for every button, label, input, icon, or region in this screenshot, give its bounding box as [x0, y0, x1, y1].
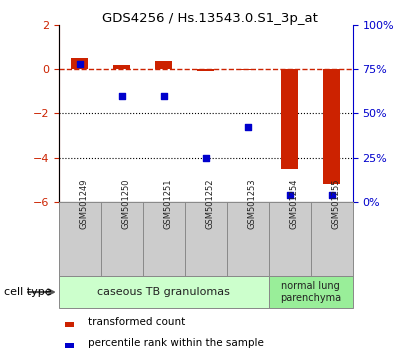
Bar: [197, 69, 214, 71]
Bar: [269, 276, 353, 308]
Text: GSM501252: GSM501252: [206, 179, 215, 229]
Text: GSM501250: GSM501250: [122, 179, 131, 229]
Point: [328, 192, 335, 198]
Bar: [323, 69, 340, 184]
Text: GDS4256 / Hs.13543.0.S1_3p_at: GDS4256 / Hs.13543.0.S1_3p_at: [102, 12, 318, 25]
Point: [202, 155, 209, 160]
Text: GSM501253: GSM501253: [248, 179, 257, 229]
Point: [76, 61, 83, 67]
Text: normal lung
parenchyma: normal lung parenchyma: [280, 281, 341, 303]
Bar: [239, 69, 256, 70]
Text: GSM501249: GSM501249: [80, 179, 89, 229]
Text: transformed count: transformed count: [88, 316, 186, 327]
Text: GSM501251: GSM501251: [164, 179, 173, 229]
Text: GSM501254: GSM501254: [290, 179, 299, 229]
Bar: [281, 69, 298, 169]
Bar: [71, 58, 88, 69]
Text: cell type: cell type: [4, 287, 52, 297]
Point: [244, 125, 251, 130]
Bar: [59, 276, 269, 308]
Point: [118, 93, 125, 98]
Text: percentile rank within the sample: percentile rank within the sample: [88, 338, 264, 348]
Bar: [113, 65, 130, 69]
Text: caseous TB granulomas: caseous TB granulomas: [97, 287, 230, 297]
Bar: [65, 322, 74, 327]
Point: [160, 93, 167, 98]
Text: GSM501255: GSM501255: [332, 179, 341, 229]
Point: [286, 192, 293, 198]
Bar: [65, 343, 74, 348]
Bar: [155, 61, 172, 69]
